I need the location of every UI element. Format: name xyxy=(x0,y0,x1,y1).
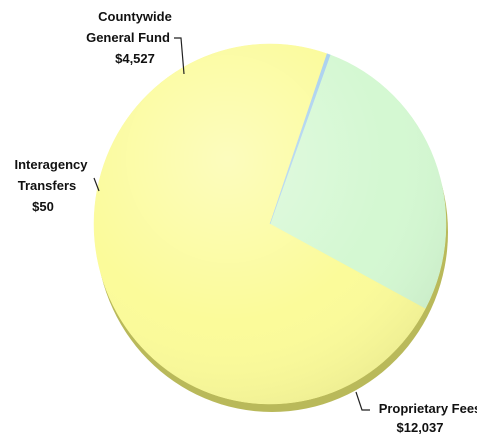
slice-label-countywide-line-1: Countywide xyxy=(98,9,172,24)
leader-line-countywide xyxy=(174,37,185,75)
pie-slices xyxy=(93,43,447,405)
leader-line-interagency xyxy=(93,177,100,192)
slice-value-proprietary: $12,037 xyxy=(397,420,444,435)
slice-label-interagency-line-2: Transfers xyxy=(18,178,77,193)
slice-label-proprietary: Proprietary Fees xyxy=(379,401,477,416)
leader-line-proprietary xyxy=(355,391,370,411)
slice-value-interagency: $50 xyxy=(32,199,54,214)
slice-label-interagency-line-1: Interagency xyxy=(15,157,89,172)
slice-label-countywide-line-2: General Fund xyxy=(86,30,170,45)
slice-value-countywide: $4,527 xyxy=(115,51,155,66)
